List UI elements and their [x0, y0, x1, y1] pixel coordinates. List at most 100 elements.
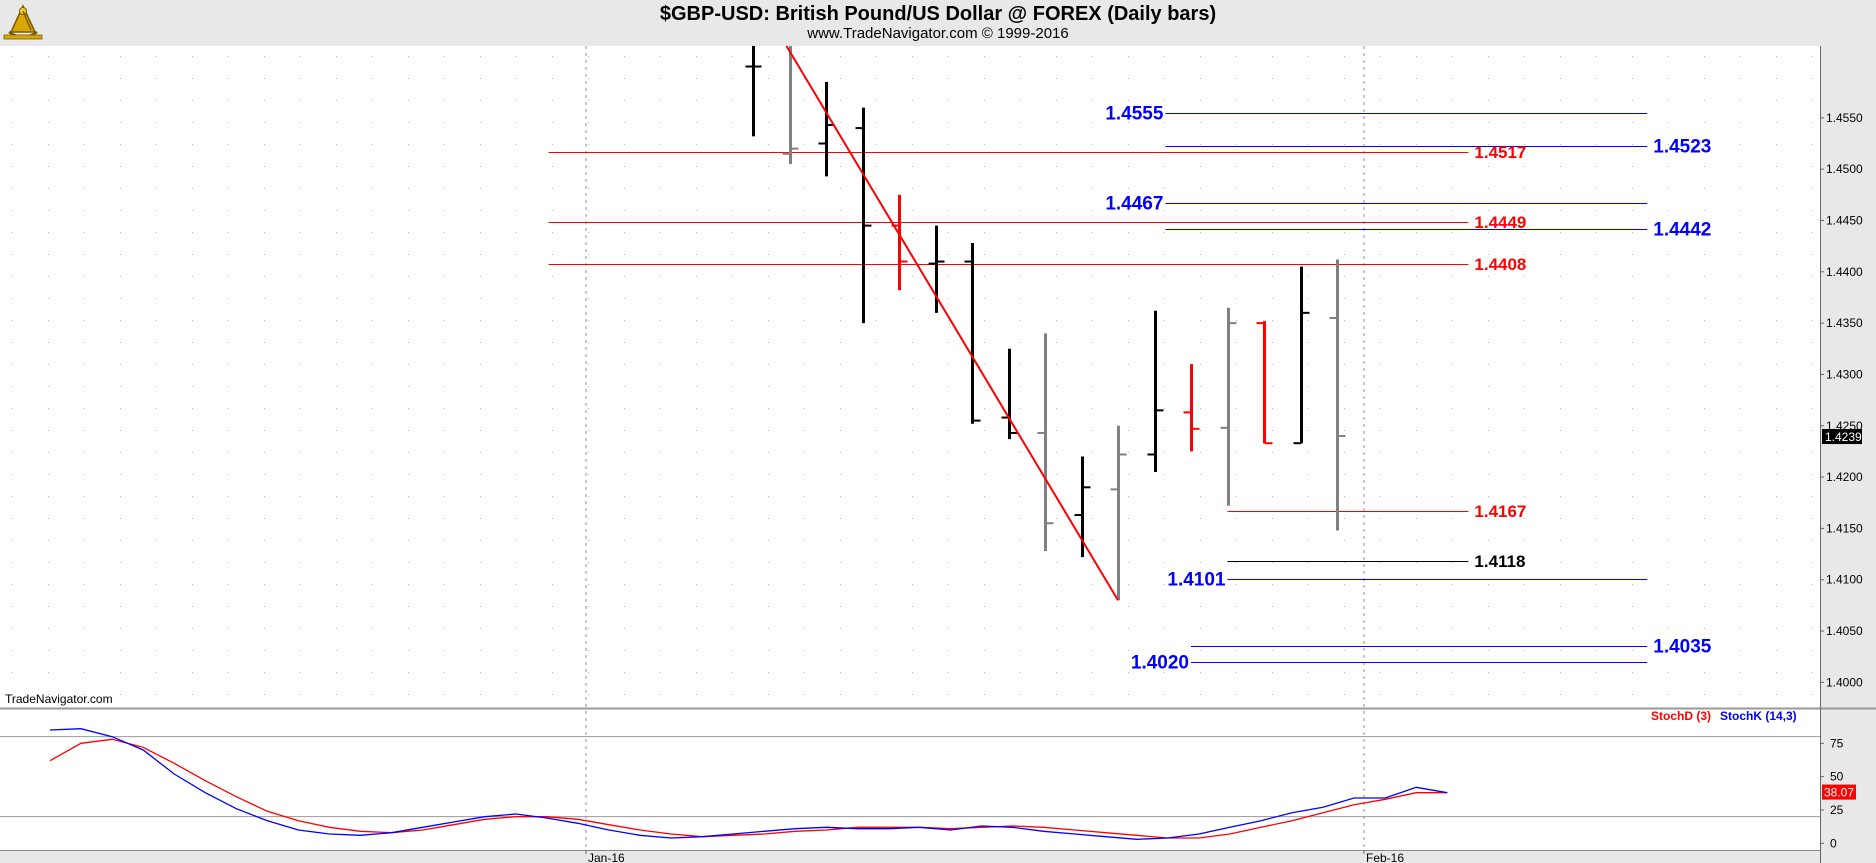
- grid-dot: [1128, 518, 1129, 519]
- grid-dot: [1452, 430, 1453, 431]
- grid-dot: [696, 364, 697, 365]
- grid-dot: [192, 386, 193, 387]
- grid-dot: [444, 254, 445, 255]
- grid-dot: [1380, 276, 1381, 277]
- grid-dot: [1704, 56, 1705, 57]
- grid-dot: [372, 628, 373, 629]
- grid-dot: [1740, 518, 1741, 519]
- grid-dot: [624, 386, 625, 387]
- grid-dot: [984, 584, 985, 585]
- grid-dot: [1668, 364, 1669, 365]
- grid-dot: [516, 144, 517, 145]
- grid-dot: [1272, 694, 1273, 695]
- grid-dot: [1164, 430, 1165, 431]
- grid-dot: [984, 694, 985, 695]
- grid-dot: [1524, 408, 1525, 409]
- grid-dot: [732, 408, 733, 409]
- grid-dot: [1272, 78, 1273, 79]
- grid-dot: [1236, 232, 1237, 233]
- grid-dot: [372, 188, 373, 189]
- grid-dot: [1380, 562, 1381, 563]
- grid-dot: [1488, 694, 1489, 695]
- grid-dot: [948, 276, 949, 277]
- grid-dot: [264, 298, 265, 299]
- grid-dot: [1452, 166, 1453, 167]
- grid-dot: [732, 694, 733, 695]
- grid-dot: [480, 452, 481, 453]
- grid-dot: [1128, 364, 1129, 365]
- grid-dot: [552, 144, 553, 145]
- grid-dot: [696, 298, 697, 299]
- grid-dot: [1128, 232, 1129, 233]
- grid-dot: [228, 232, 229, 233]
- grid-dot: [1380, 408, 1381, 409]
- grid-dot: [984, 386, 985, 387]
- grid-dot: [1380, 628, 1381, 629]
- grid-dot: [84, 188, 85, 189]
- grid-dot: [1560, 298, 1561, 299]
- grid-dot: [1452, 386, 1453, 387]
- grid-dot: [984, 628, 985, 629]
- grid-dot: [912, 342, 913, 343]
- grid-dot: [912, 56, 913, 57]
- grid-dot: [444, 562, 445, 563]
- grid-dot: [1632, 650, 1633, 651]
- grid-dot: [1524, 474, 1525, 475]
- grid-dot: [1776, 452, 1777, 453]
- grid-dot: [1668, 540, 1669, 541]
- grid-dot: [912, 650, 913, 651]
- grid-dot: [1704, 562, 1705, 563]
- grid-dot: [1452, 694, 1453, 695]
- grid-dot: [1020, 518, 1021, 519]
- grid-dot: [1812, 694, 1813, 695]
- grid-dot: [444, 694, 445, 695]
- grid-dot: [1416, 518, 1417, 519]
- grid-dot: [444, 298, 445, 299]
- grid-dot: [516, 210, 517, 211]
- grid-dot: [228, 386, 229, 387]
- grid-dot: [1488, 540, 1489, 541]
- grid-dot: [876, 606, 877, 607]
- grid-dot: [408, 474, 409, 475]
- grid-dot: [948, 584, 949, 585]
- grid-dot: [1812, 540, 1813, 541]
- grid-dot: [444, 320, 445, 321]
- grid-dot: [552, 628, 553, 629]
- trendline-layer: [785, 45, 1119, 601]
- grid-dot: [912, 188, 913, 189]
- price-axis-label: 1.4100: [1826, 573, 1863, 587]
- grid-dot: [1128, 408, 1129, 409]
- grid-dot: [1452, 628, 1453, 629]
- grid-dot: [1704, 320, 1705, 321]
- grid-dot: [1488, 518, 1489, 519]
- grid-dot: [1596, 232, 1597, 233]
- stochk-line: [49, 728, 1448, 840]
- grid-dot: [1704, 364, 1705, 365]
- stochastic-pane: [0, 728, 1820, 840]
- grid-dot: [1308, 232, 1309, 233]
- grid-dot: [1236, 540, 1237, 541]
- last-price-box: [1822, 429, 1862, 445]
- grid-dot: [516, 584, 517, 585]
- grid-dot: [876, 166, 877, 167]
- grid-dot: [876, 628, 877, 629]
- grid-dot: [1272, 408, 1273, 409]
- grid-dot: [264, 474, 265, 475]
- grid-dot: [1488, 254, 1489, 255]
- level-label-1.4517: 1.4517: [1474, 143, 1526, 162]
- grid-dot: [480, 144, 481, 145]
- grid-dot: [516, 694, 517, 695]
- level-label-1.4408: 1.4408: [1474, 255, 1526, 274]
- grid-dot: [876, 672, 877, 673]
- grid-dot: [840, 694, 841, 695]
- grid-dot: [1344, 540, 1345, 541]
- grid-dot: [1020, 122, 1021, 123]
- grid-dot: [948, 144, 949, 145]
- grid-dot: [1488, 408, 1489, 409]
- grid-dot: [948, 540, 949, 541]
- grid-dot: [588, 672, 589, 673]
- price-axis-label: 1.4150: [1826, 521, 1863, 535]
- price-axis-label: 1.4450: [1826, 213, 1863, 227]
- grid-dot: [1308, 364, 1309, 365]
- grid-dot: [408, 298, 409, 299]
